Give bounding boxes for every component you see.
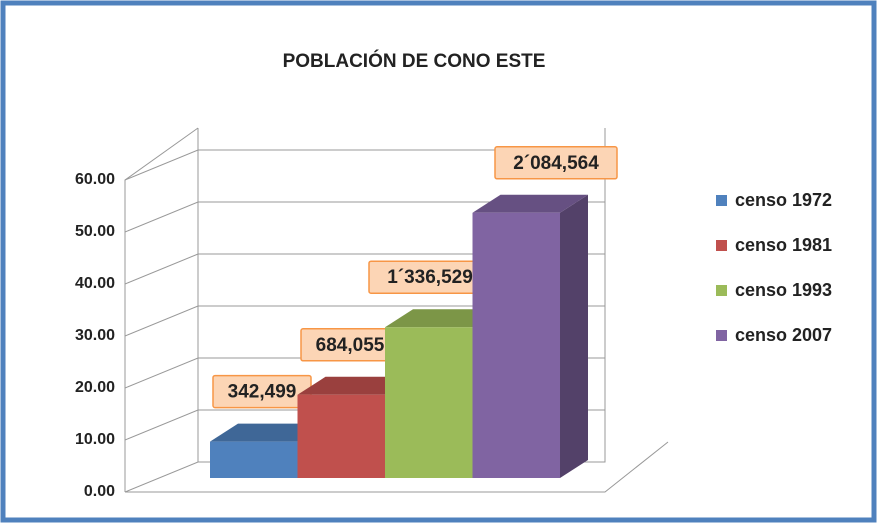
legend-label: censo 1981 [735, 235, 832, 255]
y-tick-label: 10.00 [75, 431, 115, 448]
floor-edge [125, 441, 669, 493]
grid-line [124, 305, 605, 337]
y-tick-label: 50.00 [75, 223, 115, 240]
grid-line [124, 253, 605, 285]
annotation: 1´336,529 [387, 267, 473, 288]
bar-face [210, 441, 298, 478]
legend-label: censo 2007 [735, 325, 832, 345]
legend-label: censo 1993 [735, 280, 832, 300]
legend-swatch [716, 330, 727, 341]
bar-face [560, 194, 588, 479]
bar-face [385, 327, 473, 478]
bar-face [297, 376, 413, 395]
annotation-box [494, 146, 618, 180]
grid-line [124, 201, 605, 233]
legend-swatch [716, 195, 727, 206]
bar [472, 194, 588, 479]
y-tick-label: 30.00 [75, 327, 115, 344]
chart-title: POBLACIÓN DE CONO ESTE [283, 50, 546, 72]
bar-face [472, 194, 588, 213]
y-tick-label: 0.00 [84, 483, 115, 500]
annotation: 2´084,564 [513, 153, 599, 174]
grid-line [124, 149, 605, 181]
annotation: 684,055 [316, 335, 385, 356]
legend-swatch [716, 240, 727, 251]
legend-swatch [716, 285, 727, 296]
y-tick-label: 60.00 [75, 171, 115, 188]
legend-label: censo 1972 [735, 190, 832, 210]
bar-face [210, 423, 326, 442]
y-tick-label: 20.00 [75, 379, 115, 396]
y-tick-label: 40.00 [75, 275, 115, 292]
bar-face [297, 394, 385, 478]
bar-face [472, 212, 560, 479]
annotation: 342,499 [228, 382, 297, 403]
bar-face [385, 309, 501, 328]
